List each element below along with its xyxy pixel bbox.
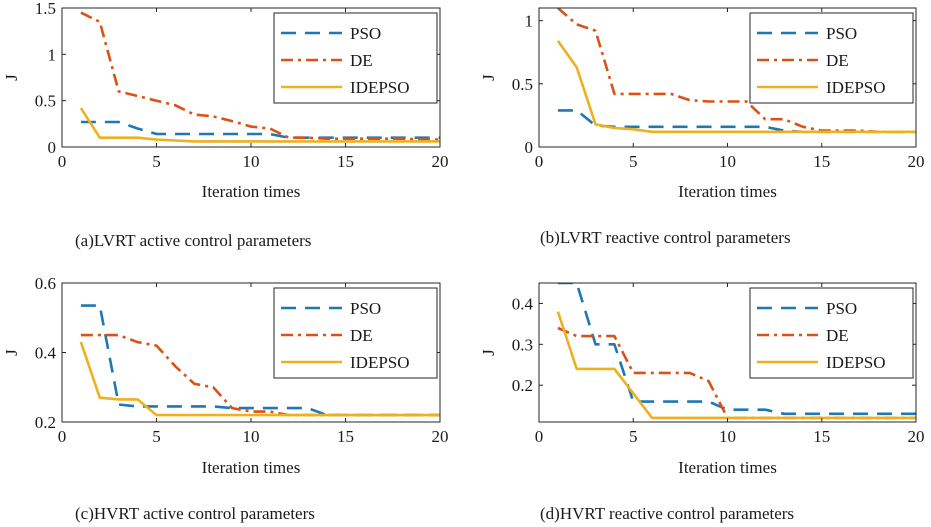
x-axis-label: Iteration times [678,458,777,477]
legend-label-pso: PSO [350,24,381,43]
x-tick-label: 5 [629,427,638,446]
series-line-pso [80,120,440,139]
y-axis-label: J [479,349,498,356]
y-tick-label: 0.4 [35,344,57,363]
x-tick-label: 10 [719,152,736,171]
y-tick-label: 0 [48,138,57,157]
x-tick-label: 5 [152,152,161,171]
y-axis-label: J [479,74,498,81]
chart-panel-4: 0 5 10 15 20 0.2 0.3 0.4 Iteration times J PSO DE ID… [479,282,925,523]
x-tick-label: 20 [432,152,449,171]
legend-label-pso: PSO [826,299,857,318]
x-axis-label: Iteration times [202,182,301,201]
y-tick-label: 0.5 [35,92,56,111]
y-tick-label: 0.6 [35,274,56,293]
x-tick-label: 0 [535,427,544,446]
legend-label-idepso: IDEPSO [350,353,410,372]
legend-label-pso: PSO [826,24,857,43]
y-tick-label: 0.5 [512,75,533,94]
legend-label-de: DE [826,51,849,70]
series-line-idepso [556,311,916,420]
legend-label-de: DE [826,326,849,345]
y-tick-label: 1 [48,45,57,64]
x-tick-label: 15 [337,427,354,446]
panel-caption: (d)HVRT reactive control parameters [540,504,794,523]
x-tick-label: 20 [908,152,925,171]
y-tick-label: 0 [525,138,534,157]
series-line-de [557,8,916,134]
legend-label-de: DE [350,51,373,70]
legend: PSO DE IDEPSO [273,12,438,104]
series-line-idepso [79,341,440,417]
legend-label-idepso: IDEPSO [826,353,886,372]
panel-caption: (b)LVRT reactive control parameters [540,228,791,247]
x-tick-label: 0 [535,152,544,171]
panel-caption: (a)LVRT active control parameters [75,231,311,250]
panel-caption: (c)HVRT active control parameters [75,504,315,523]
legend-label-de: DE [350,326,373,345]
legend-label-pso: PSO [350,299,381,318]
x-tick-label: 5 [152,427,161,446]
x-tick-label: 20 [432,427,449,446]
legend-label-idepso: IDEPSO [350,78,410,97]
legend-label-idepso: IDEPSO [826,78,886,97]
x-tick-label: 15 [813,427,830,446]
y-axis-label: J [2,349,21,356]
x-tick-label: 15 [337,152,354,171]
chart-panel-2: 0 5 10 15 20 0 0.5 1 Iteration times J PSO DE IDEPSO… [479,7,925,247]
x-axis-label: Iteration times [678,182,777,201]
legend: PSO DE IDEPSO [273,287,438,379]
y-axis-label: J [2,74,21,81]
legend: PSO DE IDEPSO [749,287,914,379]
legend: PSO DE IDEPSO [749,12,914,104]
x-tick-label: 15 [813,152,830,171]
x-tick-label: 0 [58,152,67,171]
series-line-idepso [79,107,440,143]
series-line-pso [557,283,916,416]
y-tick-label: 0.4 [512,294,534,313]
y-tick-label: 0.2 [512,376,533,395]
series-line-idepso [556,40,916,134]
x-tick-label: 20 [908,427,925,446]
chart-panel-3: 0 5 10 15 20 0.2 0.4 0.6 Iteration times J PSO DE ID… [2,274,449,523]
x-tick-label: 10 [243,427,260,446]
y-tick-label: 0.2 [35,413,56,432]
y-tick-label: 1 [525,12,534,31]
x-tick-label: 5 [629,152,638,171]
chart-panel-1: 0 5 10 15 20 0 0.5 1 1.5 Iteration times J PSO DE IDE… [2,0,449,250]
x-tick-label: 0 [58,427,67,446]
x-axis-label: Iteration times [202,458,301,477]
x-tick-label: 10 [243,152,260,171]
y-tick-label: 0.3 [512,335,533,354]
y-tick-label: 1.5 [35,0,56,18]
x-tick-label: 10 [719,427,736,446]
